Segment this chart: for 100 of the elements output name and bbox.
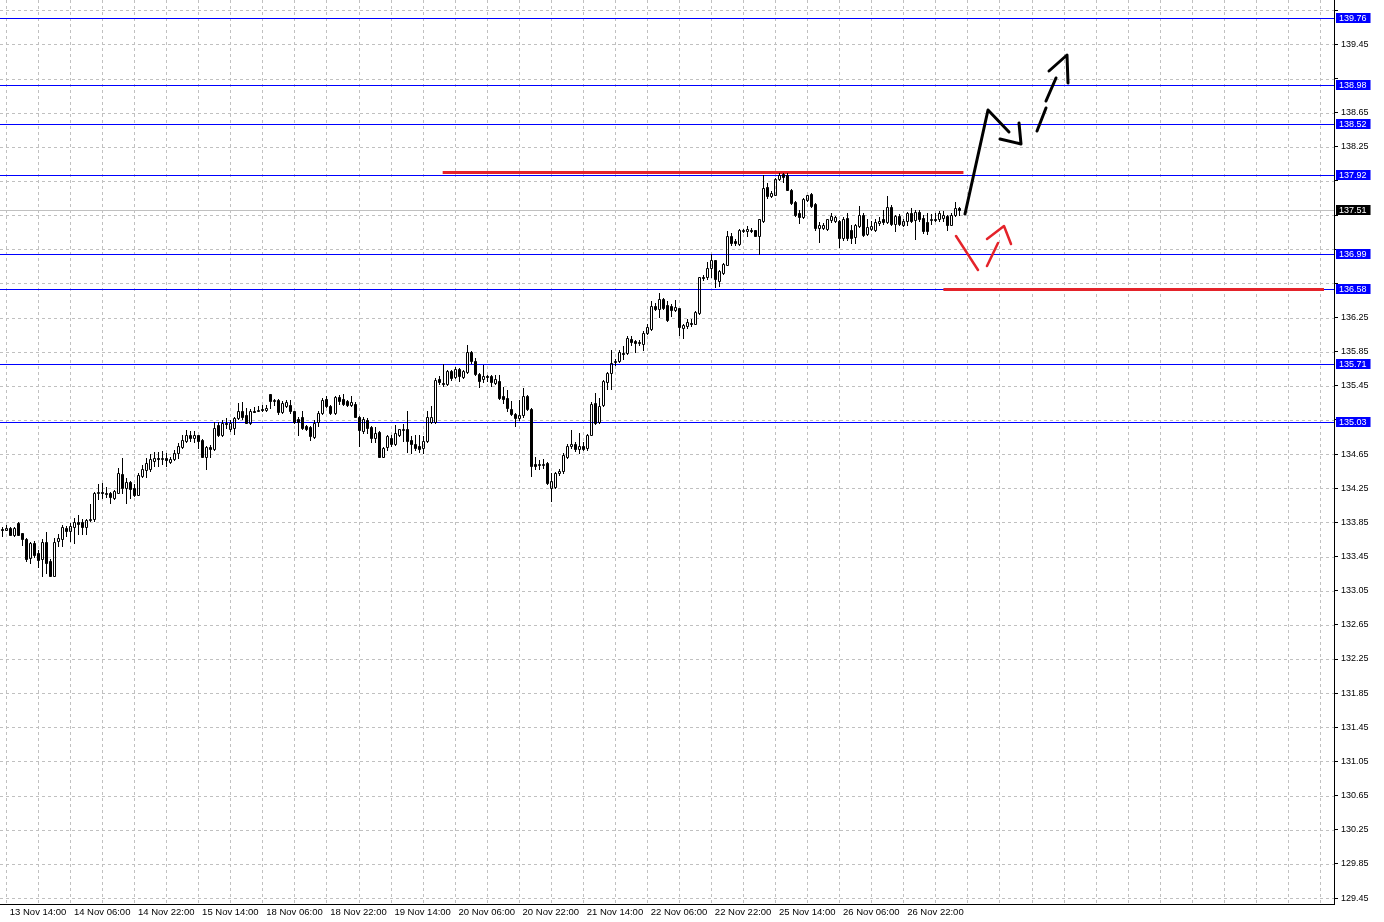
x-tick-label: 20 Nov 06:00 bbox=[458, 906, 515, 918]
x-tick-label: 22 Nov 22:00 bbox=[714, 906, 772, 918]
candlestick bbox=[658, 292, 661, 319]
candlestick bbox=[626, 335, 629, 356]
candlestick bbox=[1, 526, 4, 538]
candlestick bbox=[342, 393, 345, 407]
x-tick-label: 26 Nov 22:00 bbox=[907, 906, 964, 918]
candlestick bbox=[434, 377, 437, 425]
candlestick bbox=[634, 339, 637, 354]
candlestick bbox=[281, 400, 284, 415]
y-tick-label: 138.25 bbox=[1341, 141, 1369, 152]
candlestick bbox=[418, 434, 421, 454]
candlestick bbox=[249, 408, 252, 426]
candlestick bbox=[482, 364, 485, 384]
candlestick bbox=[265, 404, 268, 413]
candlestick bbox=[926, 212, 929, 236]
candlestick bbox=[25, 537, 28, 563]
candlestick bbox=[930, 213, 933, 226]
candlestick bbox=[650, 300, 653, 332]
candlestick bbox=[269, 394, 272, 410]
candlestick bbox=[189, 430, 192, 443]
candlestick bbox=[378, 430, 381, 458]
y-tick-label: 129.85 bbox=[1341, 858, 1369, 869]
candlestick bbox=[13, 526, 16, 538]
x-tick-label: 25 Nov 14:00 bbox=[778, 906, 836, 918]
candlestick bbox=[618, 349, 621, 364]
candlestick bbox=[81, 518, 84, 536]
x-tick-label: 21 Nov 14:00 bbox=[586, 906, 644, 918]
y-tick-label: 134.25 bbox=[1341, 482, 1369, 493]
candlestick bbox=[506, 389, 509, 413]
candlestick bbox=[938, 210, 941, 223]
y-tick-label: 135.45 bbox=[1341, 380, 1369, 391]
x-tick-label: 20 Nov 22:00 bbox=[522, 906, 580, 918]
y-tick-label: 131.45 bbox=[1341, 721, 1369, 732]
candlestick bbox=[922, 214, 925, 235]
y-tick-label: 133.85 bbox=[1341, 516, 1369, 527]
ref-line-label: 136.58 bbox=[1339, 283, 1367, 294]
candlestick bbox=[670, 303, 673, 318]
candlestick bbox=[522, 387, 525, 419]
candlestick bbox=[946, 214, 949, 232]
candlestick bbox=[538, 459, 541, 471]
candlestick bbox=[257, 405, 260, 412]
x-tick-label: 22 Nov 06:00 bbox=[650, 906, 708, 918]
candlestick bbox=[490, 374, 493, 388]
candlestick bbox=[145, 457, 148, 479]
candlestick bbox=[666, 300, 669, 323]
candlestick bbox=[157, 451, 160, 468]
candlestick bbox=[73, 517, 76, 545]
candlestick bbox=[334, 395, 337, 416]
candlestick bbox=[165, 452, 168, 468]
candlestick bbox=[610, 349, 613, 391]
candlestick bbox=[774, 177, 777, 196]
candlestick bbox=[109, 491, 112, 505]
y-tick-label: 133.05 bbox=[1341, 585, 1369, 596]
ref-line-label: 135.71 bbox=[1339, 358, 1367, 369]
y-tick-label: 131.85 bbox=[1341, 687, 1369, 698]
y-tick-label: 134.65 bbox=[1341, 448, 1369, 459]
candlestick bbox=[442, 363, 445, 388]
candlestick bbox=[598, 397, 601, 425]
x-tick-label: 18 Nov 06:00 bbox=[266, 906, 323, 918]
candlestick bbox=[241, 401, 244, 421]
candlestick bbox=[738, 228, 741, 247]
candlestick bbox=[261, 404, 264, 413]
y-tick-label: 130.65 bbox=[1341, 790, 1369, 801]
candlestick bbox=[53, 537, 56, 577]
candlestick bbox=[394, 424, 397, 447]
candlestick bbox=[45, 531, 48, 575]
candlestick bbox=[161, 450, 164, 466]
candlestick bbox=[229, 419, 232, 433]
candlestick bbox=[466, 344, 469, 375]
candlestick bbox=[129, 480, 132, 500]
x-tick-label: 18 Nov 22:00 bbox=[330, 906, 387, 918]
ref-line-label: 138.52 bbox=[1339, 118, 1367, 129]
x-tick-label: 13 Nov 14:00 bbox=[9, 906, 67, 918]
candlestick bbox=[221, 419, 224, 438]
candlestick bbox=[450, 369, 453, 382]
candlestick bbox=[838, 219, 841, 249]
candlestick bbox=[454, 366, 457, 380]
y-tick-label: 133.45 bbox=[1341, 551, 1369, 562]
y-tick-label: 135.85 bbox=[1341, 346, 1369, 357]
candlestick bbox=[958, 206, 961, 217]
candlestick bbox=[886, 195, 889, 225]
candlestick bbox=[458, 367, 461, 383]
candlestick bbox=[874, 218, 877, 233]
candlestick bbox=[29, 541, 32, 565]
y-tick-label: 131.05 bbox=[1341, 755, 1369, 766]
ref-line-label: 135.03 bbox=[1339, 416, 1367, 427]
x-tick-label: 14 Nov 06:00 bbox=[73, 906, 131, 918]
y-tick-label: 132.25 bbox=[1341, 653, 1369, 664]
candlestick bbox=[313, 419, 316, 440]
x-tick-label: 14 Nov 22:00 bbox=[137, 906, 195, 918]
y-tick-label: 136.25 bbox=[1341, 312, 1369, 323]
candlestick bbox=[9, 526, 12, 536]
y-tick-label: 130.25 bbox=[1341, 824, 1369, 835]
y-tick-label: 132.65 bbox=[1341, 619, 1369, 630]
candlestick bbox=[846, 212, 849, 242]
candlestick bbox=[914, 209, 917, 241]
ref-line-label: 137.92 bbox=[1339, 169, 1367, 180]
candlestick bbox=[870, 220, 873, 232]
candlestick bbox=[906, 211, 909, 227]
